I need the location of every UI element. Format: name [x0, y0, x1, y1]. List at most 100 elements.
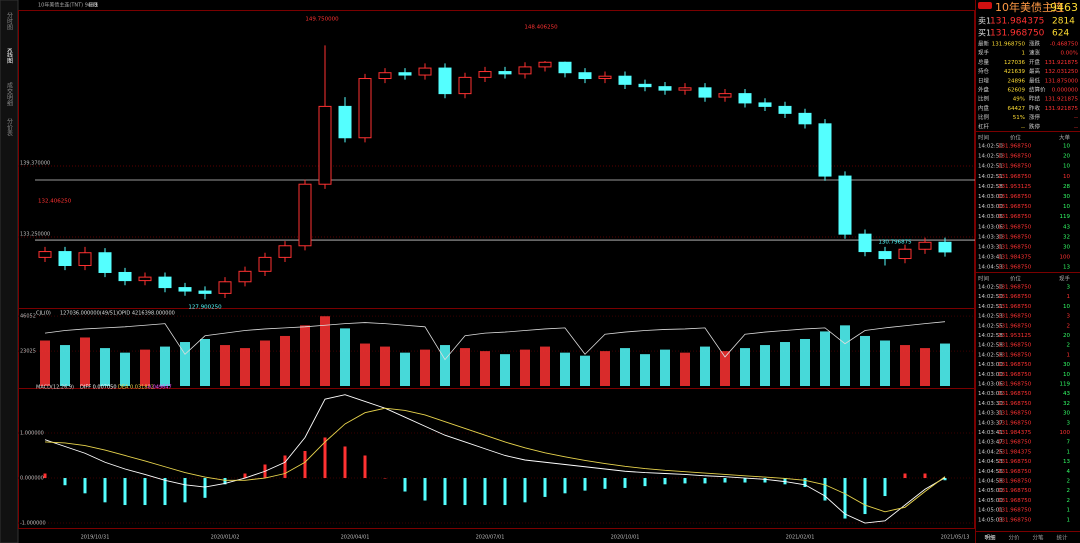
candle-body [658, 86, 672, 91]
trade-time: 14:05:00 [978, 498, 1003, 504]
candle-body [178, 287, 192, 292]
trade-price: 131.968750 [998, 479, 1032, 485]
stat-value: 0.00% [1061, 51, 1078, 57]
stat-value: 1 [1022, 51, 1026, 57]
volume-bar [900, 345, 910, 386]
candle-body [278, 245, 292, 258]
volume-bar [60, 345, 70, 386]
y-tick-label: 23025 [20, 349, 36, 355]
macd-bar [483, 478, 487, 506]
trade-volume: 43 [1063, 391, 1070, 397]
stat-label: 最新 [978, 40, 990, 48]
period[interactable]: 日线 [88, 2, 98, 9]
candle-body [298, 183, 312, 247]
candle-body [778, 105, 792, 114]
trade-time: 14:02:51 [978, 164, 1003, 170]
macd-bar [123, 478, 127, 506]
macd-bar [643, 478, 647, 487]
book-price: 131.968750 [990, 29, 1045, 39]
panel-tab[interactable]: 分价 [1008, 534, 1020, 542]
trade-time: 14:02:58 [978, 352, 1003, 358]
trade-time: 14:02:58 [978, 333, 1003, 339]
trade-price: 131.953125 [998, 184, 1032, 190]
macd-bar [283, 455, 287, 479]
volume-bar [740, 348, 750, 386]
stat-value: 131.968750 [992, 42, 1026, 48]
list-header: 大单 [1059, 134, 1071, 142]
indicator-value: DIFF 0.007050 [80, 385, 117, 391]
sidebar-tab[interactable]: 成交明细 [6, 81, 13, 107]
list-header: 时间 [978, 134, 989, 142]
stat-label: 日增 [978, 76, 989, 84]
stat-label: 现手 [978, 49, 990, 57]
candle-body [498, 71, 512, 75]
trade-time: 14:04:53 [978, 265, 1003, 271]
trade-time: 14:03:30 [978, 234, 1003, 240]
stat-value: 49% [1013, 97, 1025, 103]
trade-time: 14:02:58 [978, 184, 1003, 190]
trade-price: 131.984375 [998, 255, 1032, 261]
stat-label: 杠杆 [978, 122, 990, 130]
trade-time: 14:03:06 [978, 391, 1003, 397]
volume-bar [460, 348, 470, 386]
macd-bar [923, 473, 927, 479]
list-header: 价位 [1010, 134, 1022, 142]
trade-price: 131.968750 [998, 304, 1032, 310]
volume-bar [380, 346, 390, 386]
trade-time: 14:04:58 [978, 479, 1003, 485]
macd-bar [543, 478, 547, 497]
trade-volume: 119 [1060, 382, 1071, 388]
trade-time: 14:03:37 [978, 420, 1003, 426]
trade-volume: 10 [1063, 144, 1070, 150]
book-volume: 2814 [1052, 17, 1075, 27]
trade-volume: 10 [1063, 372, 1070, 378]
panel-tab[interactable]: 统计 [1056, 534, 1068, 542]
candle-body [598, 75, 612, 80]
volume-bar [660, 349, 670, 386]
volume-bar [760, 345, 770, 386]
trade-price: 131.968750 [998, 469, 1032, 475]
stat-value: 421639 [1004, 69, 1025, 75]
macd-bar [523, 478, 527, 503]
candle-body [798, 112, 812, 125]
stat-label: 开盘 [1029, 58, 1041, 66]
macd-bar [303, 450, 307, 479]
candle-body [358, 78, 372, 139]
panel-tab[interactable]: 分笔 [1032, 534, 1044, 542]
volume-bar [680, 352, 690, 386]
stat-label: 速涨 [1029, 49, 1041, 57]
volume-bar [580, 355, 590, 386]
macd-bar [63, 478, 67, 486]
trade-price: 131.968750 [998, 517, 1032, 523]
volume-bar [220, 345, 230, 386]
sidebar-tab[interactable]: 分价表 [6, 117, 13, 137]
candle-body [558, 61, 572, 74]
trade-volume: 32 [1063, 401, 1070, 407]
x-tick-label: 2020/01/02 [211, 535, 240, 541]
volume-bar [560, 352, 570, 386]
macd-bar [223, 478, 227, 485]
volume-bar [880, 340, 890, 386]
candle-body [138, 276, 152, 282]
trade-time: 14:02:53 [978, 314, 1003, 320]
stat-label: 内盘 [978, 104, 990, 112]
trade-time: 14:03:00 [978, 372, 1003, 378]
sidebar-tab[interactable]: K线图 [6, 48, 13, 65]
list-header: 价位 [1010, 275, 1022, 283]
volume-bar [940, 343, 950, 386]
trade-time: 14:04:56 [978, 469, 1003, 475]
x-tick-label: 2020/10/01 [611, 535, 640, 541]
trade-time: 14:03:06 [978, 214, 1003, 220]
volume-bar [780, 342, 790, 386]
macd-bar [743, 478, 747, 483]
trade-price: 131.968750 [998, 352, 1032, 358]
panel-tab[interactable]: 明细 [984, 534, 996, 542]
sidebar-tab[interactable]: 分时图 [6, 11, 13, 31]
trade-price: 131.968750 [998, 194, 1032, 200]
annotation: 132.406250 [38, 199, 72, 205]
macd-bar [803, 478, 807, 488]
stat-value: 64427 [1008, 106, 1026, 112]
y-tick-label: 139.370000 [20, 160, 50, 166]
book-label: 卖1 [978, 17, 991, 26]
trade-volume: 30 [1063, 194, 1070, 200]
